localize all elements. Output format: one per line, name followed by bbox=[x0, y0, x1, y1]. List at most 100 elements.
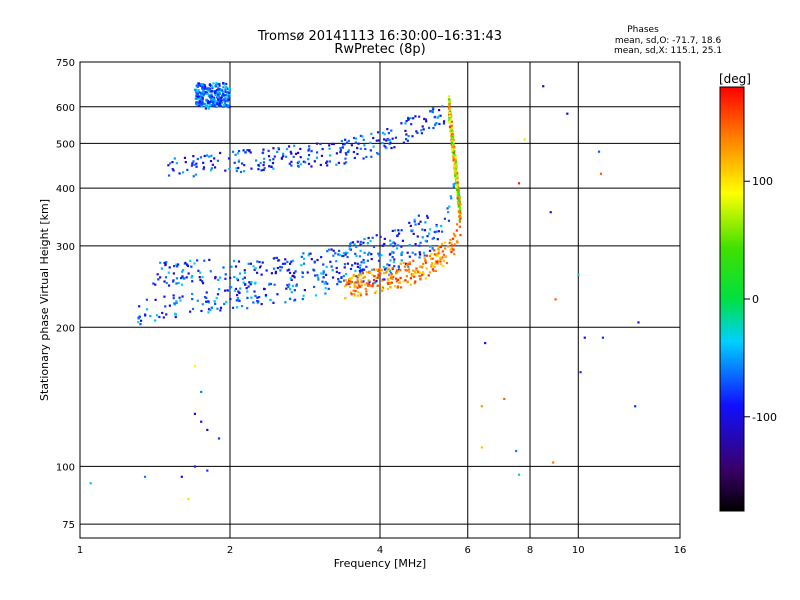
data-point bbox=[206, 469, 209, 472]
data-point bbox=[379, 235, 382, 238]
data-point bbox=[288, 262, 292, 265]
data-point bbox=[381, 131, 385, 135]
data-point bbox=[515, 449, 518, 453]
data-point bbox=[579, 371, 582, 374]
data-point bbox=[260, 273, 263, 276]
data-point bbox=[197, 82, 200, 85]
stats-line-x: mean, sd,X: 115.1, 25.1 bbox=[614, 46, 722, 56]
data-point bbox=[217, 93, 220, 96]
data-point bbox=[209, 159, 213, 163]
data-point bbox=[226, 94, 229, 97]
data-point bbox=[290, 278, 293, 281]
data-point bbox=[452, 154, 455, 157]
data-point bbox=[454, 165, 458, 169]
data-point bbox=[354, 269, 357, 272]
data-point bbox=[300, 255, 303, 258]
data-point bbox=[287, 268, 291, 271]
data-point bbox=[389, 277, 392, 280]
data-point bbox=[187, 498, 190, 501]
data-point bbox=[458, 215, 461, 218]
data-point bbox=[352, 273, 355, 277]
data-point bbox=[325, 265, 328, 269]
data-point bbox=[348, 285, 351, 288]
data-point bbox=[372, 136, 375, 140]
data-point bbox=[198, 84, 201, 87]
data-point bbox=[390, 281, 393, 284]
data-point bbox=[224, 90, 227, 93]
data-point bbox=[272, 257, 275, 260]
data-point bbox=[237, 149, 241, 153]
data-point bbox=[231, 150, 235, 153]
data-point bbox=[399, 286, 403, 289]
data-point bbox=[201, 90, 204, 94]
stats-line-o: mean, sd,O: -71.7, 18.6 bbox=[615, 36, 722, 46]
colorbar-label: [deg] bbox=[719, 72, 751, 86]
data-point bbox=[203, 296, 207, 299]
data-point bbox=[209, 270, 212, 273]
data-point bbox=[272, 167, 275, 170]
data-point bbox=[250, 296, 253, 299]
data-point bbox=[412, 269, 415, 272]
data-point bbox=[386, 138, 389, 142]
data-point bbox=[199, 84, 202, 87]
data-point bbox=[335, 260, 338, 263]
data-point bbox=[163, 261, 166, 264]
data-point bbox=[447, 98, 451, 101]
data-point bbox=[215, 296, 218, 300]
data-point bbox=[175, 301, 178, 305]
plot-points bbox=[89, 81, 640, 501]
data-point bbox=[428, 245, 432, 248]
data-point bbox=[250, 167, 253, 170]
data-point bbox=[89, 482, 92, 485]
data-point bbox=[209, 169, 213, 172]
data-point bbox=[237, 166, 240, 170]
data-point bbox=[368, 280, 371, 283]
data-point bbox=[340, 139, 343, 143]
data-point bbox=[383, 133, 386, 136]
data-point bbox=[293, 289, 296, 292]
data-point bbox=[228, 286, 232, 289]
data-point bbox=[424, 221, 427, 224]
data-point bbox=[297, 165, 300, 168]
data-point bbox=[145, 308, 149, 311]
data-point bbox=[376, 276, 379, 279]
data-point bbox=[308, 145, 311, 148]
data-point bbox=[357, 282, 360, 285]
data-point bbox=[406, 263, 409, 266]
data-point bbox=[549, 211, 552, 214]
data-point bbox=[480, 405, 483, 408]
data-point bbox=[444, 255, 448, 258]
data-point bbox=[270, 272, 273, 275]
data-point bbox=[337, 280, 340, 283]
data-point bbox=[363, 251, 366, 254]
data-point bbox=[373, 281, 376, 284]
data-point bbox=[448, 116, 451, 119]
data-point bbox=[429, 110, 432, 113]
data-point bbox=[367, 282, 371, 286]
data-point bbox=[363, 237, 366, 241]
data-point bbox=[391, 277, 394, 280]
data-point bbox=[397, 265, 400, 269]
data-point bbox=[368, 251, 371, 254]
data-point bbox=[212, 90, 215, 93]
data-point bbox=[222, 266, 225, 269]
data-point bbox=[243, 164, 246, 167]
data-point bbox=[233, 275, 236, 279]
data-point bbox=[198, 95, 201, 98]
data-point bbox=[138, 305, 141, 308]
data-point bbox=[280, 157, 283, 160]
data-point bbox=[175, 162, 178, 165]
data-point bbox=[431, 262, 434, 265]
data-point bbox=[417, 222, 420, 226]
data-point bbox=[418, 251, 421, 254]
data-point bbox=[349, 291, 353, 294]
data-point bbox=[345, 161, 348, 164]
data-point bbox=[362, 258, 365, 262]
data-point bbox=[210, 89, 213, 92]
data-point bbox=[450, 120, 453, 123]
data-point bbox=[279, 265, 282, 269]
data-point bbox=[400, 229, 403, 232]
data-point bbox=[414, 253, 417, 256]
data-point bbox=[252, 265, 255, 268]
data-point bbox=[434, 123, 437, 126]
